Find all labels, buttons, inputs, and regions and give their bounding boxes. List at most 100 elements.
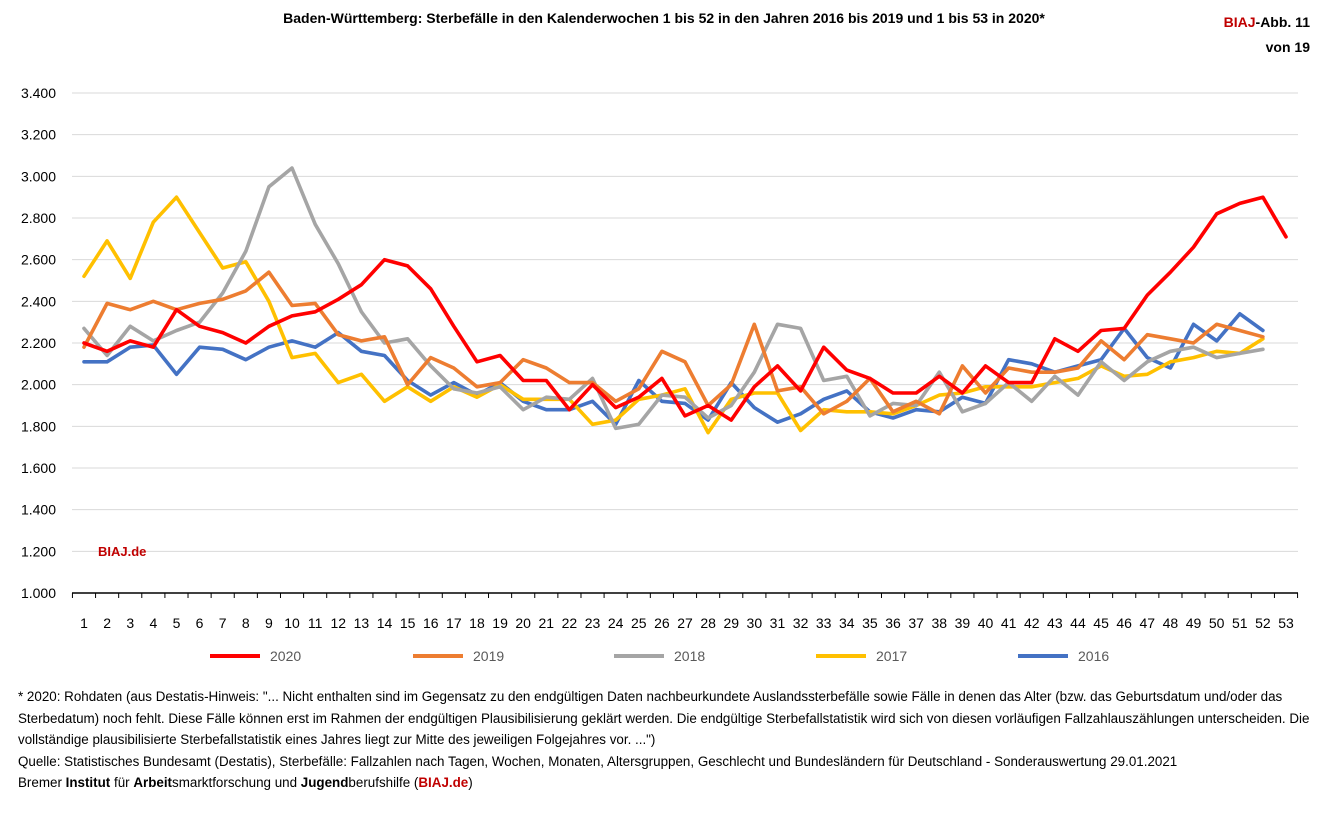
x-tick-label: 48 bbox=[1163, 615, 1179, 631]
y-tick-label: 3.200 bbox=[21, 127, 56, 143]
x-tick-label: 27 bbox=[677, 615, 693, 631]
x-tick-label: 37 bbox=[908, 615, 924, 631]
series-line-2018 bbox=[82, 166, 1265, 431]
y-tick-label: 1.000 bbox=[21, 585, 56, 601]
x-tick-label: 50 bbox=[1209, 615, 1225, 631]
y-tick-label: 2.800 bbox=[21, 210, 56, 226]
x-tick-label: 3 bbox=[126, 615, 134, 631]
series-line-2020 bbox=[82, 195, 1288, 422]
publisher-text-4: Arbeit bbox=[133, 775, 173, 790]
y-tick-label: 1.400 bbox=[21, 502, 56, 518]
x-tick-label: 49 bbox=[1186, 615, 1202, 631]
legend-label-2017: 2017 bbox=[876, 648, 907, 664]
x-tick-label: 36 bbox=[885, 615, 901, 631]
x-tick-label: 44 bbox=[1070, 615, 1086, 631]
legend-label-2016: 2016 bbox=[1078, 648, 1109, 664]
x-tick-label: 26 bbox=[654, 615, 670, 631]
x-tick-label: 2 bbox=[103, 615, 111, 631]
x-tick-label: 43 bbox=[1047, 615, 1063, 631]
y-tick-label: 2.000 bbox=[21, 377, 56, 393]
y-tick-label: 2.400 bbox=[21, 293, 56, 309]
x-tick-label: 22 bbox=[562, 615, 578, 631]
publisher-text-5: smarktforschung und bbox=[172, 775, 301, 790]
y-tick-label: 2.600 bbox=[21, 252, 56, 268]
footnote-raw-data: * 2020: Rohdaten (aus Destatis-Hinweis: … bbox=[18, 689, 1310, 747]
x-tick-label: 46 bbox=[1116, 615, 1132, 631]
y-tick-label: 3.400 bbox=[21, 85, 56, 101]
y-tick-label: 1.800 bbox=[21, 418, 56, 434]
x-tick-label: 34 bbox=[839, 615, 855, 631]
line-chart: 1.000 1.200 1.400 1.600 1.800 2.000 2.200 2.400… bbox=[21, 85, 1299, 664]
x-tick-label: 11 bbox=[308, 615, 323, 631]
x-tick-label: 17 bbox=[446, 615, 462, 631]
watermark-label: BIAJ.de bbox=[98, 544, 146, 559]
x-tick-label: 52 bbox=[1255, 615, 1271, 631]
x-tick-label: 19 bbox=[492, 615, 508, 631]
x-tick-label: 28 bbox=[700, 615, 716, 631]
publisher-link[interactable]: BIAJ.de bbox=[418, 775, 469, 790]
x-tick-label: 25 bbox=[631, 615, 647, 631]
legend-label-2020: 2020 bbox=[270, 648, 301, 664]
x-tick-label: 47 bbox=[1140, 615, 1156, 631]
x-tick-label: 23 bbox=[585, 615, 601, 631]
figure-badge: BIAJ-Abb. 11 von 19 bbox=[1224, 10, 1310, 60]
x-tick-label: 20 bbox=[515, 615, 531, 631]
x-tick-label: 41 bbox=[1001, 615, 1017, 631]
x-tick-label: 29 bbox=[723, 615, 739, 631]
x-tick-label: 53 bbox=[1278, 615, 1294, 631]
x-tick-label: 45 bbox=[1093, 615, 1109, 631]
x-tick-label: 35 bbox=[862, 615, 878, 631]
x-tick-label: 7 bbox=[219, 615, 227, 631]
legend: 2020 2019 2018 2017 2016 bbox=[210, 648, 1109, 664]
publisher-text-7: berufshilfe ( bbox=[348, 775, 419, 790]
publisher-text-1: Bremer bbox=[18, 775, 66, 790]
x-tick-label: 40 bbox=[978, 615, 994, 631]
x-tick-label: 6 bbox=[196, 615, 204, 631]
chart-title: Baden-Württemberg: Sterbefälle in den Ka… bbox=[283, 10, 1045, 26]
y-tick-label: 3.000 bbox=[21, 168, 56, 184]
x-tick-label: 31 bbox=[770, 615, 786, 631]
badge-figure-total: von 19 bbox=[1265, 39, 1310, 55]
x-tick-label: 24 bbox=[608, 615, 624, 631]
y-tick-label: 1.600 bbox=[21, 460, 56, 476]
x-tick-label: 15 bbox=[400, 615, 416, 631]
footnote-publisher: Bremer Institut für Arbeitsmarktforschun… bbox=[18, 772, 1318, 794]
gridlines bbox=[72, 92, 1298, 552]
series-line-2019 bbox=[82, 270, 1265, 416]
y-axis-tick-labels: 1.000 1.200 1.400 1.600 1.800 2.000 2.200 2.400… bbox=[21, 85, 56, 601]
footnotes: * 2020: Rohdaten (aus Destatis-Hinweis: … bbox=[18, 686, 1318, 794]
x-tick-label: 30 bbox=[747, 615, 763, 631]
publisher-text-6: Jugend bbox=[300, 775, 349, 790]
x-tick-label: 39 bbox=[955, 615, 971, 631]
x-tick-label: 38 bbox=[931, 615, 947, 631]
x-tick-label: 9 bbox=[265, 615, 273, 631]
y-tick-label: 2.200 bbox=[21, 335, 56, 351]
legend-label-2019: 2019 bbox=[473, 648, 504, 664]
x-tick-label: 51 bbox=[1232, 615, 1248, 631]
x-tick-label: 13 bbox=[354, 615, 370, 631]
x-tick-label: 10 bbox=[284, 615, 300, 631]
publisher-text-9: ) bbox=[468, 775, 473, 790]
x-tick-label: 4 bbox=[149, 615, 157, 631]
x-tick-label: 33 bbox=[816, 615, 832, 631]
x-tick-label: 42 bbox=[1024, 615, 1040, 631]
badge-figure-number: -Abb. 11 bbox=[1255, 14, 1310, 30]
x-tick-label: 5 bbox=[173, 615, 181, 631]
x-tick-label: 8 bbox=[242, 615, 250, 631]
badge-brand: BIAJ bbox=[1223, 14, 1256, 30]
series-lines bbox=[82, 166, 1288, 435]
x-axis: 1 2 3 4 5 6 7 8 9 10 11 12 13 14 15 16 17 18 19 20 21 22 23 24 2… bbox=[71, 592, 1299, 631]
publisher-text-2: Institut bbox=[65, 775, 111, 790]
x-tick-label: 12 bbox=[330, 615, 346, 631]
legend-label-2018: 2018 bbox=[674, 648, 705, 664]
x-tick-label: 1 bbox=[80, 615, 88, 631]
x-tick-label: 14 bbox=[377, 615, 393, 631]
y-tick-label: 1.200 bbox=[21, 543, 56, 559]
footnote-source: Quelle: Statistisches Bundesamt (Destati… bbox=[18, 753, 1178, 769]
x-tick-label: 16 bbox=[423, 615, 439, 631]
series-line-2017 bbox=[82, 195, 1265, 435]
x-tick-label: 32 bbox=[793, 615, 809, 631]
publisher-text-3: für bbox=[110, 775, 134, 790]
x-tick-label: 18 bbox=[469, 615, 485, 631]
x-tick-label: 21 bbox=[539, 615, 555, 631]
